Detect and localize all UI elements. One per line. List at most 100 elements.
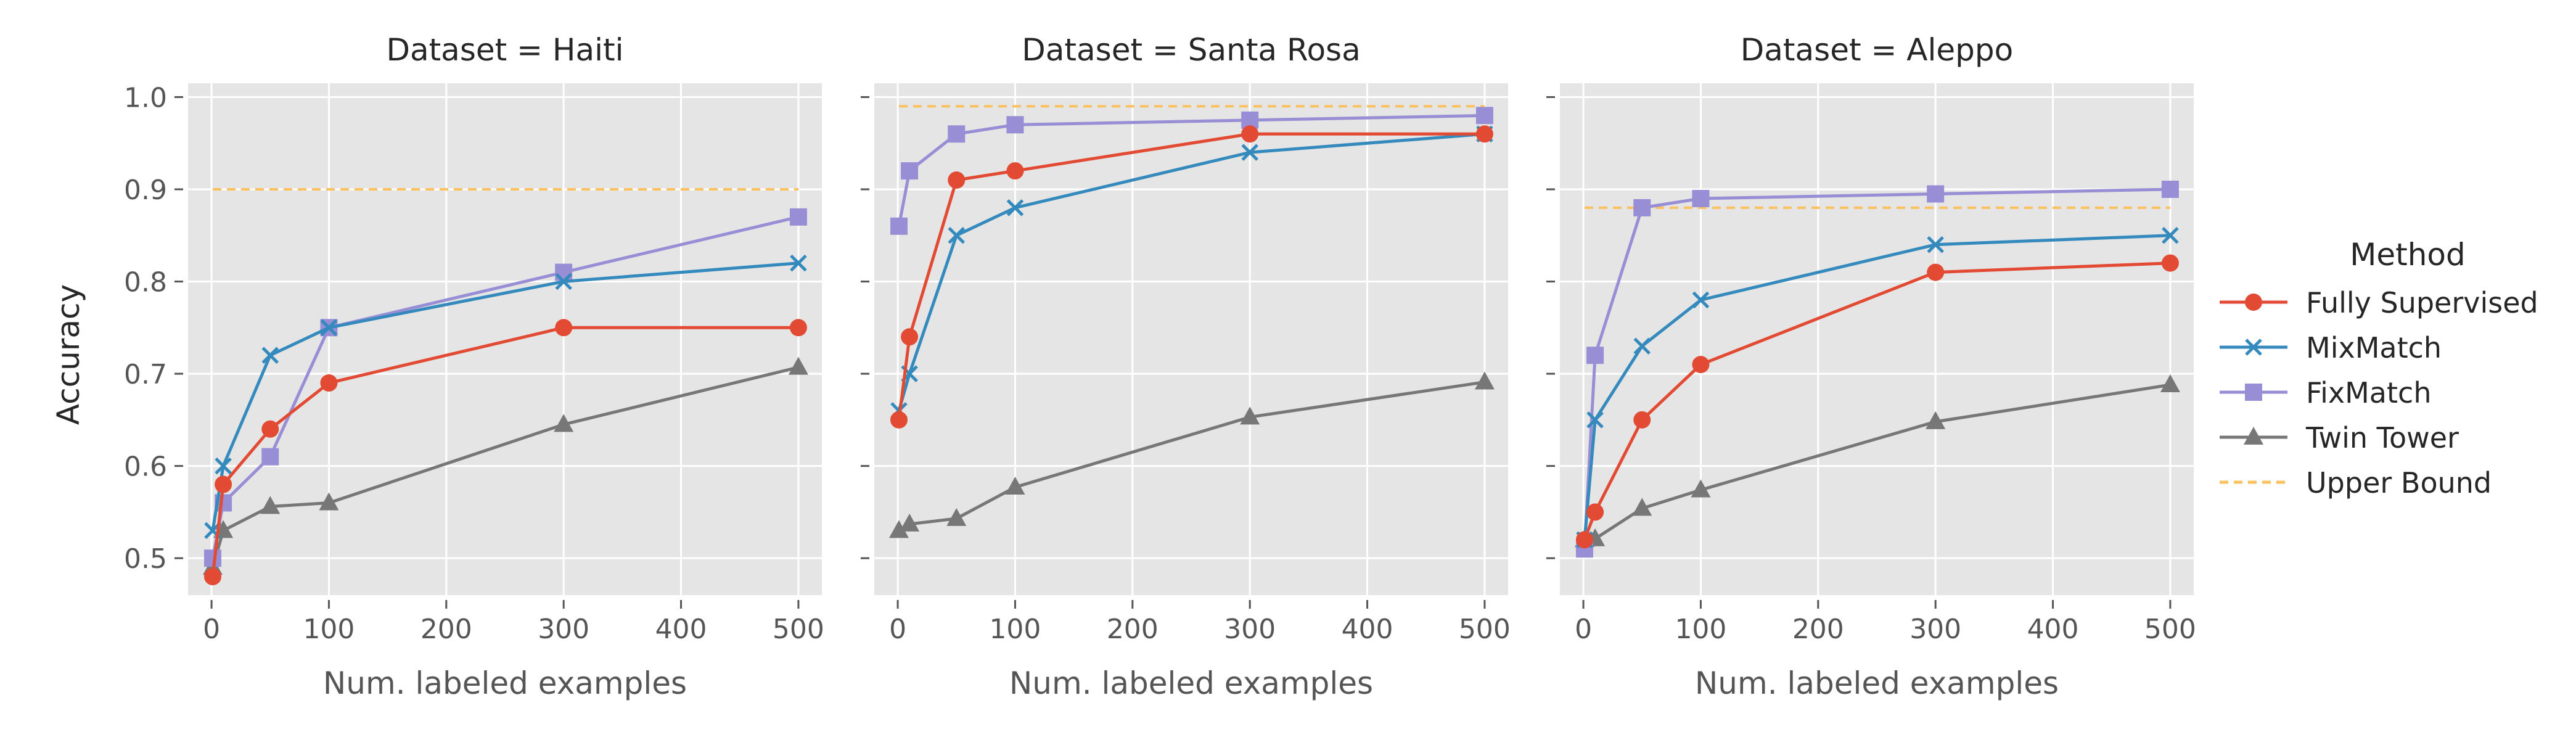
- data-point-stroke: [1241, 144, 1258, 161]
- panel-1: 0.5 0.6 0.7 0.8 0.9 1.0 0 100 200 300 400 500 Datase…: [124, 32, 824, 701]
- data-point: [948, 125, 966, 143]
- data-point: [320, 319, 338, 337]
- data-point: [788, 356, 808, 375]
- data-point-stroke: [1692, 291, 1710, 309]
- data-point: [1586, 411, 1604, 429]
- data-point: [1926, 411, 1946, 429]
- data-point: [1927, 236, 1944, 253]
- data-point: [215, 475, 232, 493]
- data-point-stroke: [1586, 411, 1604, 429]
- data-point: [890, 217, 908, 235]
- x-axis-label: Num. labeled examples: [323, 665, 687, 701]
- series-fully-supervised: [890, 125, 1493, 429]
- data-point: [1006, 116, 1024, 134]
- legend-label: Fully Supervised: [2306, 286, 2538, 319]
- data-point: [1006, 162, 1024, 180]
- data-point-stroke: [1927, 236, 1944, 253]
- y-tick-label: 0.5: [124, 543, 167, 575]
- data-point: [319, 492, 339, 511]
- series-line: [1583, 187, 2170, 549]
- x-tick-label: 0: [203, 614, 220, 645]
- series-fully-supervised: [203, 319, 807, 586]
- data-point: [888, 520, 909, 538]
- legend-marker: [2245, 384, 2262, 401]
- data-point: [320, 374, 338, 392]
- x-tick-label: 0: [889, 614, 906, 645]
- data-point: [1241, 144, 1258, 161]
- legend-item-upper-bound: Upper Bound: [2220, 466, 2492, 500]
- series-line: [897, 132, 1485, 411]
- legend-item-fixmatch: FixMatch: [2220, 376, 2431, 409]
- data-point: [901, 162, 919, 180]
- data-point: [790, 254, 807, 272]
- plot-area: [1560, 83, 2194, 595]
- panel-title: Dataset = Aleppo: [1741, 32, 2013, 68]
- legend-label: MixMatch: [2306, 331, 2442, 364]
- data-point: [1575, 531, 1593, 549]
- data-point: [555, 263, 573, 281]
- data-point: [2161, 180, 2179, 198]
- plot-area: [874, 83, 1508, 595]
- series-line: [897, 113, 1485, 227]
- x-tick-label: 500: [2144, 614, 2196, 645]
- x-tick-label: 100: [989, 614, 1041, 645]
- data-point: [261, 347, 279, 364]
- legend-item-fully-supervised: Fully Supervised: [2220, 286, 2538, 319]
- data-point: [1005, 477, 1025, 495]
- data-point: [1586, 347, 1604, 364]
- data-point: [1241, 125, 1259, 143]
- series-line: [211, 326, 798, 577]
- data-point-stroke: [2162, 226, 2179, 244]
- x-tick-label: 400: [1342, 614, 1393, 645]
- series-twin-tower: [888, 371, 1495, 538]
- series-mixmatch: [1576, 226, 2179, 549]
- legend-title: Method: [2350, 237, 2466, 273]
- x-axis-label: Num. labeled examples: [1695, 665, 2059, 701]
- data-point-stroke: [790, 254, 807, 272]
- x-tick-label: 500: [1459, 614, 1511, 645]
- data-point: [261, 420, 279, 438]
- data-point: [946, 508, 967, 526]
- x-tick-label: 100: [303, 614, 355, 645]
- y-tick-label: 1.0: [124, 82, 167, 113]
- data-point-stroke: [261, 347, 279, 364]
- data-point: [1240, 406, 1260, 425]
- panel-3: 0 100 200 300 400 500 Dataset = Aleppo Num. lab…: [1546, 32, 2196, 701]
- data-point-stroke: [320, 319, 338, 337]
- legend-item-mixmatch: MixMatch: [2220, 331, 2442, 364]
- panel-2: 0 100 200 300 400 500 Dataset = Santa Rosa Num.…: [861, 32, 1511, 701]
- data-point: [900, 513, 920, 532]
- series-fully-supervised: [1575, 254, 2179, 549]
- legend-label: FixMatch: [2306, 376, 2431, 409]
- x-axis-label: Num. labeled examples: [1009, 665, 1373, 701]
- data-point-stroke: [1633, 337, 1651, 355]
- data-point-stroke: [1006, 199, 1024, 216]
- data-point: [2162, 226, 2179, 244]
- data-point: [948, 171, 966, 189]
- legend-label: Twin Tower: [2305, 421, 2459, 454]
- data-point: [215, 457, 232, 475]
- data-point: [789, 208, 807, 226]
- data-point: [1691, 479, 1711, 498]
- y-axis-label: Accuracy: [51, 284, 86, 425]
- data-point: [1633, 337, 1651, 355]
- data-point: [1692, 291, 1710, 309]
- panel-title: Dataset = Haiti: [386, 32, 623, 68]
- x-tick-label: 200: [1107, 614, 1159, 645]
- data-point: [1633, 199, 1651, 216]
- data-point: [203, 568, 221, 586]
- x-tick-label: 400: [2027, 614, 2079, 645]
- data-point: [554, 414, 574, 432]
- y-tick-label: 0.9: [124, 175, 167, 206]
- data-point: [1692, 356, 1710, 374]
- data-point: [2160, 374, 2180, 393]
- data-point-stroke: [555, 273, 572, 290]
- legend-marker-stroke: [2245, 339, 2262, 356]
- data-point: [890, 411, 908, 429]
- x-tick-label: 300: [1909, 614, 1961, 645]
- panel-title: Dataset = Santa Rosa: [1022, 32, 1360, 68]
- x-tick-label: 300: [538, 614, 589, 645]
- legend: Method Fully Supervised MixMatch FixMatch Tw…: [2220, 237, 2538, 500]
- data-point: [1927, 263, 1945, 281]
- series-fixmatch: [890, 107, 1493, 235]
